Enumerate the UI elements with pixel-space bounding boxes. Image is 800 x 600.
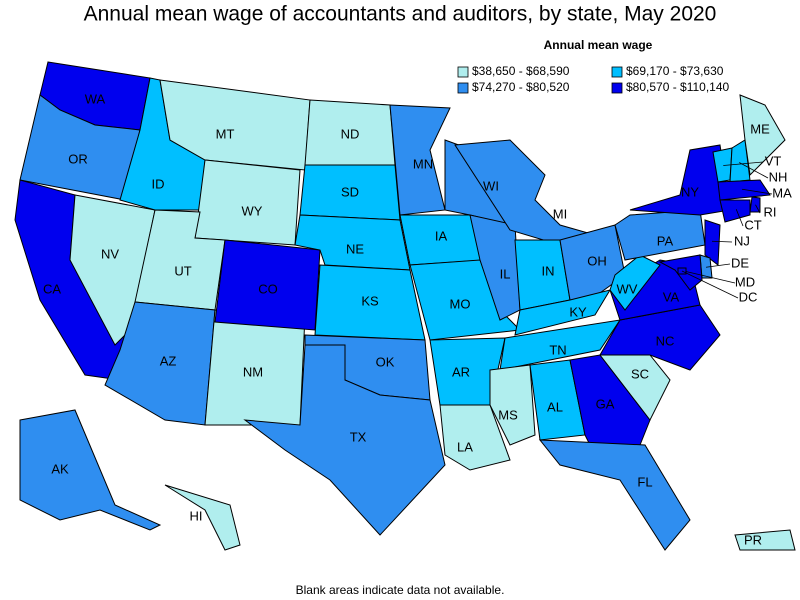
legend-label: $80,570 - $110,140	[626, 80, 730, 94]
state-label: AZ	[160, 353, 177, 368]
state-label: NM	[243, 364, 263, 379]
state-label: RI	[764, 204, 777, 219]
state-label: FL	[637, 474, 652, 489]
state-label: WA	[85, 91, 106, 106]
legend-label: $38,650 - $68,590	[472, 64, 570, 78]
states	[14, 61, 796, 551]
state-label: KS	[361, 293, 379, 308]
state-label: NJ	[734, 233, 750, 248]
state-label: LA	[457, 439, 473, 454]
state-label: HI	[190, 508, 203, 523]
state-label: MS	[498, 407, 518, 422]
state-label: MN	[413, 156, 433, 171]
state-label: MA	[772, 185, 792, 200]
map-title: Annual mean wage of accountants and audi…	[84, 3, 717, 26]
state-shape	[559, 224, 626, 301]
state-shape	[489, 364, 536, 446]
state-label: VT	[765, 153, 782, 168]
state-labels: WA OR CA NV ID MT WY UT AZ NM CO ND SD NE KS OK TX MN IA MO…	[43, 91, 792, 547]
leader-line	[735, 209, 744, 227]
state-label: UT	[174, 263, 191, 278]
state-shape	[734, 529, 796, 551]
state-label: TX	[350, 429, 367, 444]
legend-label: $74,270 - $80,520	[472, 80, 570, 94]
state-label: VA	[663, 289, 680, 304]
state-label: SD	[341, 184, 359, 199]
state-label: MD	[735, 274, 755, 289]
legend: $38,650 - $68,590 $69,170 - $73,630 $74,27…	[457, 64, 730, 94]
state-label: DE	[731, 255, 749, 270]
state-label: KY	[569, 304, 587, 319]
state-label: ND	[341, 126, 360, 141]
state-shape	[717, 179, 771, 201]
state-label: CT	[744, 217, 761, 232]
state-label: DC	[739, 289, 758, 304]
leader-line	[711, 240, 733, 243]
state-label: NY	[681, 184, 699, 199]
state-label: GA	[596, 396, 615, 411]
state-label: WY	[242, 203, 263, 218]
legend-swatch	[611, 66, 623, 78]
state-label: OR	[68, 151, 88, 166]
state-label: WI	[483, 178, 499, 193]
state-shape	[409, 259, 522, 341]
leader-line	[755, 204, 761, 214]
state-shape	[164, 484, 241, 551]
state-shape	[629, 144, 731, 216]
state-label: IN	[542, 263, 555, 278]
state-label: AR	[452, 364, 470, 379]
state-label: ME	[750, 121, 770, 136]
state-label: PA	[657, 233, 674, 248]
state-label: WV	[617, 281, 638, 296]
leader-line	[723, 161, 764, 166]
legend-label: $69,170 - $73,630	[626, 64, 724, 78]
state-label: IA	[435, 228, 448, 243]
legend-title: Annual mean wage	[544, 38, 653, 52]
state-shape	[538, 439, 691, 551]
state-label: MI	[553, 206, 567, 221]
leader-line	[681, 270, 739, 299]
state-label: NE	[346, 241, 364, 256]
footnote: Blank areas indicate data not available.	[296, 583, 505, 597]
legend-swatch	[457, 66, 469, 78]
state-shape	[614, 209, 706, 261]
state-shape	[499, 319, 622, 371]
state-label: TN	[549, 342, 566, 357]
legend-swatch	[611, 82, 623, 94]
state-label: OK	[376, 354, 395, 369]
state-label: AK	[51, 461, 69, 476]
state-label: NV	[101, 246, 119, 261]
state-label: CA	[43, 281, 61, 296]
leader-line	[739, 162, 769, 179]
state-shape	[243, 344, 446, 536]
leader-line	[705, 263, 731, 268]
state-shape	[454, 139, 597, 246]
state-label: NH	[769, 169, 788, 184]
state-label: SC	[631, 366, 649, 381]
state-label: MO	[450, 296, 471, 311]
state-label: MT	[216, 126, 235, 141]
leader-line	[685, 271, 736, 284]
state-shape	[739, 94, 786, 177]
state-shape	[19, 409, 162, 531]
state-label: CO	[258, 281, 278, 296]
legend-swatch	[457, 82, 469, 94]
state-label: PR	[744, 532, 762, 547]
leader-line	[741, 188, 773, 195]
state-shape	[719, 199, 751, 223]
state-shape	[439, 404, 511, 471]
state-label: ID	[152, 176, 165, 191]
state-label: AL	[547, 399, 563, 414]
state-label: OH	[587, 253, 607, 268]
state-label: NC	[656, 333, 675, 348]
state-shape	[389, 104, 451, 216]
state-shape	[704, 219, 721, 266]
state-label: IL	[500, 266, 511, 281]
